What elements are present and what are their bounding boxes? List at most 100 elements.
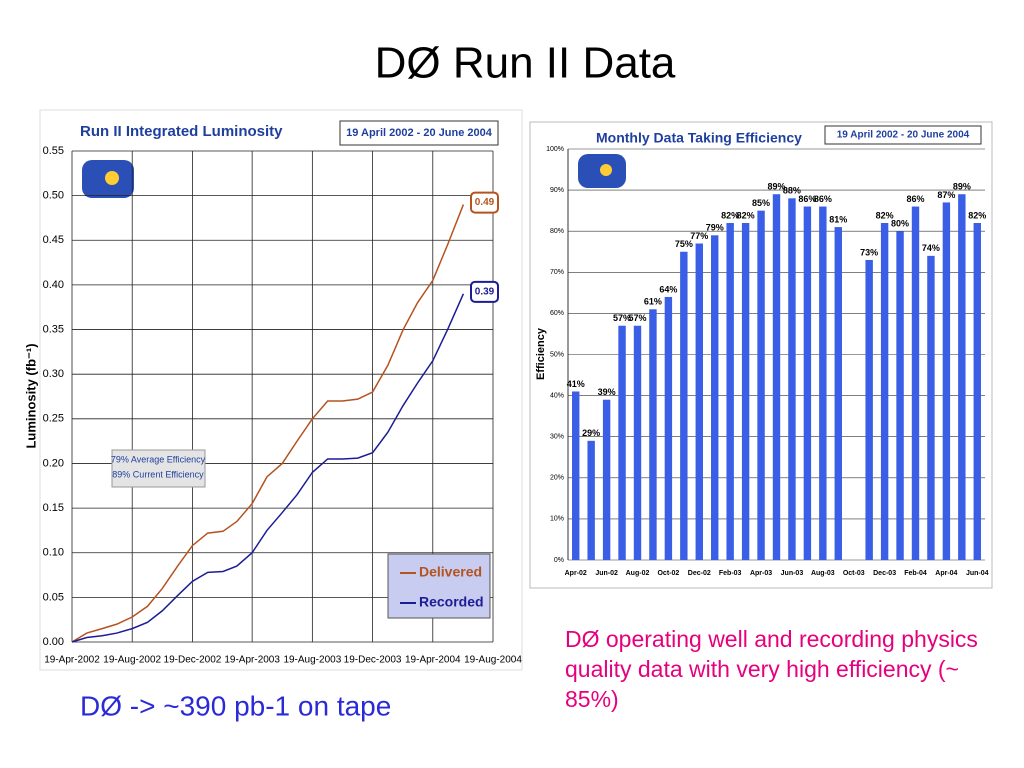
y-tick-label: 0.45	[43, 234, 64, 246]
logo	[578, 154, 626, 188]
x-tick-label: Apr-03	[750, 570, 772, 577]
bar	[726, 222, 734, 561]
chart-subtitle: 19 April 2002 - 20 June 2004	[346, 127, 493, 139]
y-tick-label: 0.10	[43, 547, 64, 559]
y-tick-label: 70%	[550, 269, 564, 276]
series-line	[71, 204, 465, 643]
x-tick-label: 19-Apr-2002	[44, 655, 100, 666]
value-label: 57%	[613, 313, 631, 323]
y-tick-label: 40%	[550, 392, 564, 399]
value-label: 29%	[582, 428, 600, 438]
value-label: 77%	[690, 231, 708, 241]
legend-label: Delivered	[419, 564, 482, 580]
bar	[618, 325, 626, 560]
value-label: 79%	[706, 223, 724, 233]
value-label: 57%	[628, 313, 646, 323]
x-tick-label: Oct-03	[843, 570, 865, 577]
y-tick-label: 0.35	[43, 323, 64, 335]
bar	[803, 206, 812, 561]
panel	[529, 121, 993, 589]
chart-subtitle: 19 April 2002 - 20 June 2004	[837, 130, 970, 141]
logo	[82, 160, 134, 198]
y-tick-label: 0%	[554, 557, 564, 564]
x-tick-label: Aug-03	[811, 570, 835, 577]
value-label: 73%	[860, 247, 878, 257]
x-tick-label: Apr-02	[565, 570, 587, 577]
bar	[741, 222, 750, 561]
x-tick-label: 19-Dec-2002	[164, 655, 222, 666]
bar	[896, 231, 904, 560]
x-tick-label: Feb-04	[904, 570, 927, 577]
bar	[757, 210, 765, 560]
value-label: 86%	[906, 194, 924, 204]
notes-box	[111, 449, 206, 488]
y-axis-label: Luminosity (fb⁻¹)	[23, 343, 38, 448]
bar	[772, 194, 781, 560]
y-tick-label: 30%	[550, 434, 564, 441]
value-label: 75%	[675, 239, 693, 249]
y-tick-label: 0.50	[43, 190, 64, 202]
chart-title: Monthly Data Taking Efficiency	[596, 130, 802, 146]
y-tick-label: 90%	[550, 187, 564, 194]
value-label: 80%	[891, 219, 909, 229]
value-label: 74%	[922, 243, 940, 253]
x-tick-label: 19-Aug-2002	[103, 655, 161, 666]
x-tick-label: Oct-02	[657, 570, 679, 577]
value-label: 82%	[737, 210, 755, 220]
y-tick-label: 0.30	[43, 368, 64, 380]
x-tick-label: Jun-04	[966, 570, 989, 577]
y-tick-label: 0.40	[43, 279, 64, 291]
bar	[602, 399, 611, 560]
value-label: 82%	[876, 210, 894, 220]
bar	[680, 251, 688, 560]
y-tick-label: 0.25	[43, 413, 64, 425]
x-tick-label: Apr-04	[935, 570, 957, 577]
panel	[39, 109, 523, 671]
end-label-box	[470, 191, 499, 214]
value-label: 86%	[798, 194, 816, 204]
subtitle-box	[824, 125, 982, 145]
bar	[865, 259, 873, 560]
end-label: 0.49	[475, 197, 495, 208]
x-tick-label: 19-Aug-2004	[464, 655, 522, 666]
y-tick-label: 0.05	[43, 591, 64, 603]
right-note: DØ operating well and recording physics …	[565, 626, 978, 712]
value-label: 82%	[721, 210, 739, 220]
bar	[664, 296, 673, 560]
x-tick-label: 19-Aug-2003	[283, 655, 341, 666]
value-label: 41%	[567, 379, 585, 389]
bar	[942, 202, 951, 560]
bar	[572, 391, 580, 560]
value-label: 81%	[829, 214, 847, 224]
end-label: 0.39	[475, 286, 495, 297]
bar	[927, 255, 935, 561]
y-tick-label: 20%	[550, 475, 564, 482]
x-tick-label: Jun-02	[595, 570, 618, 577]
x-tick-label: Aug-02	[626, 570, 650, 577]
value-label: 87%	[937, 190, 955, 200]
legend-label: Recorded	[419, 594, 484, 610]
bar	[973, 222, 981, 561]
note: 89% Current Efficiency	[112, 469, 204, 479]
x-tick-label: Jun-03	[781, 570, 804, 577]
value-label: 86%	[814, 194, 832, 204]
series-line	[71, 293, 465, 643]
y-tick-label: 0.55	[43, 145, 64, 157]
value-label: 64%	[659, 284, 677, 294]
y-tick-label: 0.00	[43, 636, 64, 648]
value-label: 88%	[783, 186, 801, 196]
bar	[649, 309, 657, 560]
y-tick-label: 60%	[550, 310, 564, 317]
x-tick-label: 19-Dec-2003	[344, 655, 402, 666]
value-label: 89%	[767, 182, 785, 192]
chart-title: Run II Integrated Luminosity	[80, 123, 283, 140]
x-tick-label: 19-Apr-2004	[405, 655, 461, 666]
bar	[880, 222, 889, 561]
y-axis-label: Efficiency	[535, 327, 547, 380]
value-label: 61%	[644, 297, 662, 307]
bar	[819, 206, 827, 561]
bar	[587, 440, 595, 560]
y-tick-label: 80%	[550, 228, 564, 235]
bar	[711, 235, 719, 560]
